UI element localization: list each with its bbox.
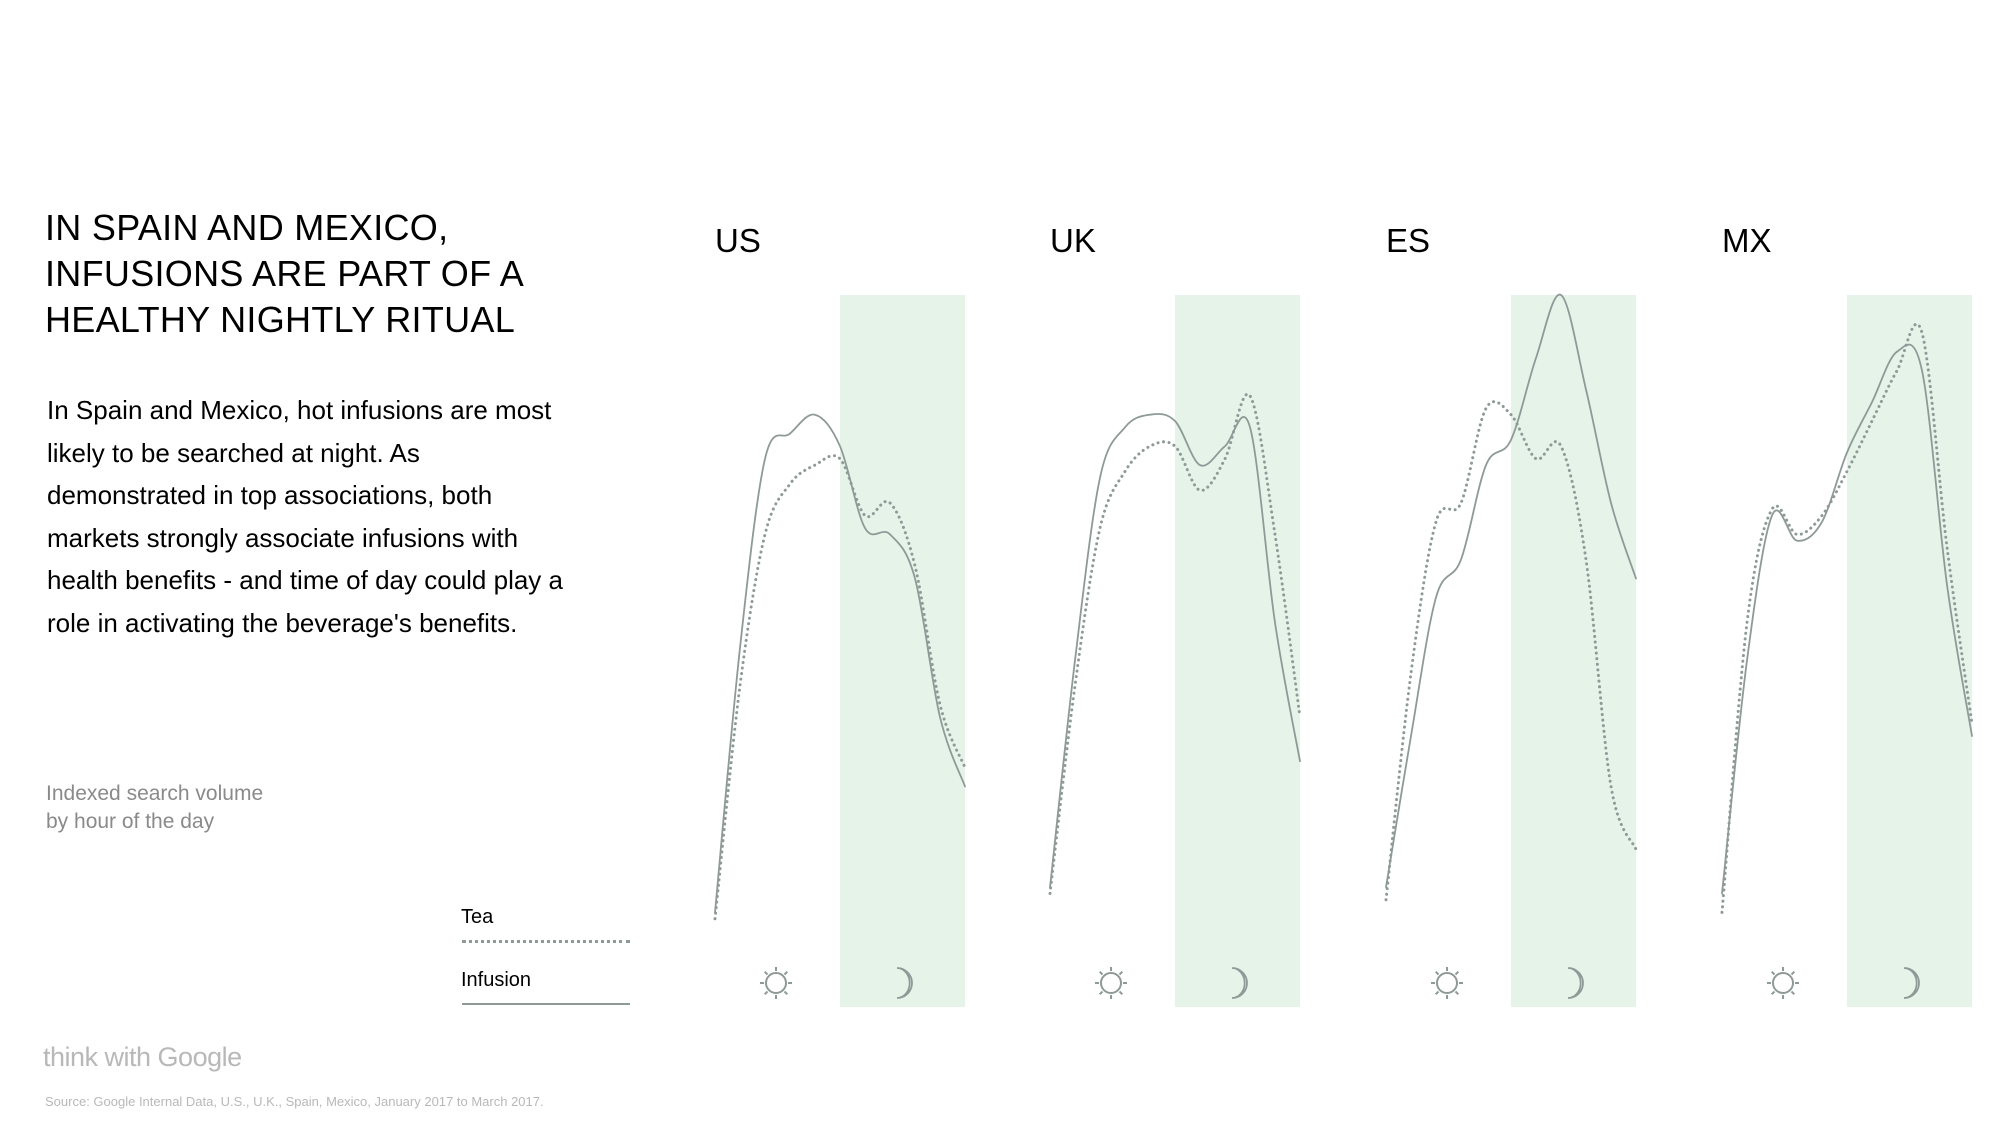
page-title: IN SPAIN AND MEXICO, INFUSIONS ARE PART … <box>45 207 525 340</box>
axis-note: Indexed search volume by hour of the day <box>46 782 264 833</box>
legend-infusion-swatch <box>462 1003 630 1005</box>
moon-icon <box>1231 967 1248 999</box>
chart-title-uk: UK <box>1050 222 1096 259</box>
sun-icon <box>1095 967 1127 999</box>
series-tea-mx <box>1720 322 1974 914</box>
legend-tea-label: Tea <box>461 906 494 928</box>
sun-icon <box>1431 967 1463 999</box>
moon-icon <box>1567 967 1584 999</box>
sun-icon <box>1767 967 1799 999</box>
series-infusion-us <box>714 413 966 914</box>
night-band-mx <box>1847 295 1972 1007</box>
moon-icon <box>1903 967 1920 999</box>
series-infusion-es <box>1385 294 1637 889</box>
night-band-us <box>840 295 965 1007</box>
series-tea-us <box>713 454 967 921</box>
legend-tea-swatch <box>462 940 630 943</box>
series-tea-uk <box>1048 392 1302 895</box>
chart-title-us: US <box>715 222 761 259</box>
sun-icon <box>760 967 792 999</box>
moon-icon <box>896 967 913 999</box>
chart-title-mx: MX <box>1722 222 1772 259</box>
series-infusion-uk <box>1049 413 1301 889</box>
chart-title-es: ES <box>1386 222 1430 259</box>
think-with-google-logo: think with Google <box>43 1042 242 1072</box>
series-tea-es <box>1384 400 1638 902</box>
series-infusion-mx <box>1721 343 1973 895</box>
night-band-es <box>1511 295 1636 1007</box>
source-note: Source: Google Internal Data, U.S., U.K.… <box>45 1094 544 1109</box>
legend-infusion-label: Infusion <box>461 969 532 991</box>
night-band-uk <box>1175 295 1300 1007</box>
description-text: In Spain and Mexico, hot infusions are m… <box>47 395 563 638</box>
